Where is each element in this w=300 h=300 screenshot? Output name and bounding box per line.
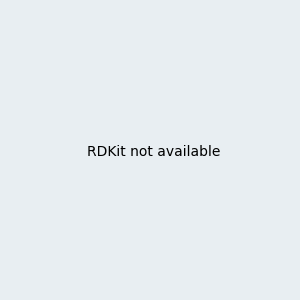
Text: RDKit not available: RDKit not available: [87, 145, 220, 158]
